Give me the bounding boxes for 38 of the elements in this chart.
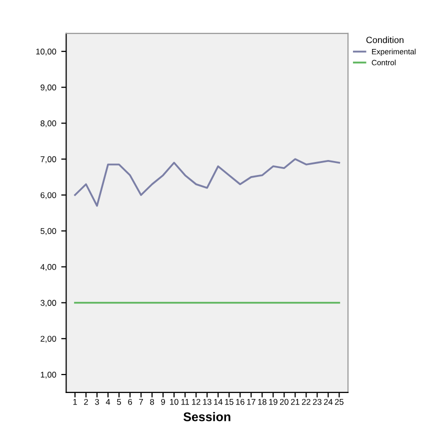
line-series (74, 158, 340, 207)
y-tick-label: 4,00 (40, 264, 56, 271)
x-tick-label: 15 (225, 399, 234, 405)
x-tick-label: 22 (302, 398, 310, 405)
x-tick-label: 6 (128, 398, 132, 405)
y-tick-label: 5,00 (40, 228, 56, 235)
x-tick-label: 11 (181, 399, 189, 405)
y-tick-label: 6,00 (40, 192, 56, 200)
x-tick-label: 10 (170, 398, 178, 405)
legend-title: Condition (366, 36, 404, 44)
x-tick-label: 7 (139, 399, 143, 405)
x-tick-label: 16 (236, 398, 244, 405)
x-tick-label: 9 (161, 398, 165, 405)
x-tick-label: 24 (324, 398, 333, 405)
x-tick-label: 25 (334, 398, 344, 405)
x-tick-label: 18 (258, 398, 266, 405)
y-tick-label: 7,00 (40, 156, 56, 164)
x-tick-label: 8 (150, 398, 154, 405)
y-tick-label: 2,00 (40, 336, 56, 343)
x-tick-label: 17 (247, 399, 256, 405)
x-tick-label: 2 (84, 398, 88, 405)
x-tick-label: 19 (269, 398, 278, 405)
x-tick-label: 13 (203, 398, 212, 405)
x-tick-label: 23 (312, 398, 322, 405)
x-tick-label: 12 (192, 398, 200, 405)
x-axis-title: Session (183, 412, 230, 422)
y-tick-label: 10,00 (36, 48, 56, 56)
x-tick-label: 3 (95, 398, 99, 405)
y-tick-label: 9,00 (40, 84, 56, 92)
x-tick-label: 21 (290, 398, 300, 405)
y-tick-label: 3,00 (40, 300, 56, 307)
x-tick-label: 1 (73, 399, 77, 405)
y-tick-label: 8,00 (40, 120, 56, 128)
x-tick-label: 4 (106, 399, 110, 405)
x-tick-label: 20 (280, 398, 288, 405)
x-tick-label: 14 (214, 399, 222, 405)
y-tick-label: 1,00 (40, 372, 56, 379)
x-tick-label: 5 (117, 399, 121, 405)
